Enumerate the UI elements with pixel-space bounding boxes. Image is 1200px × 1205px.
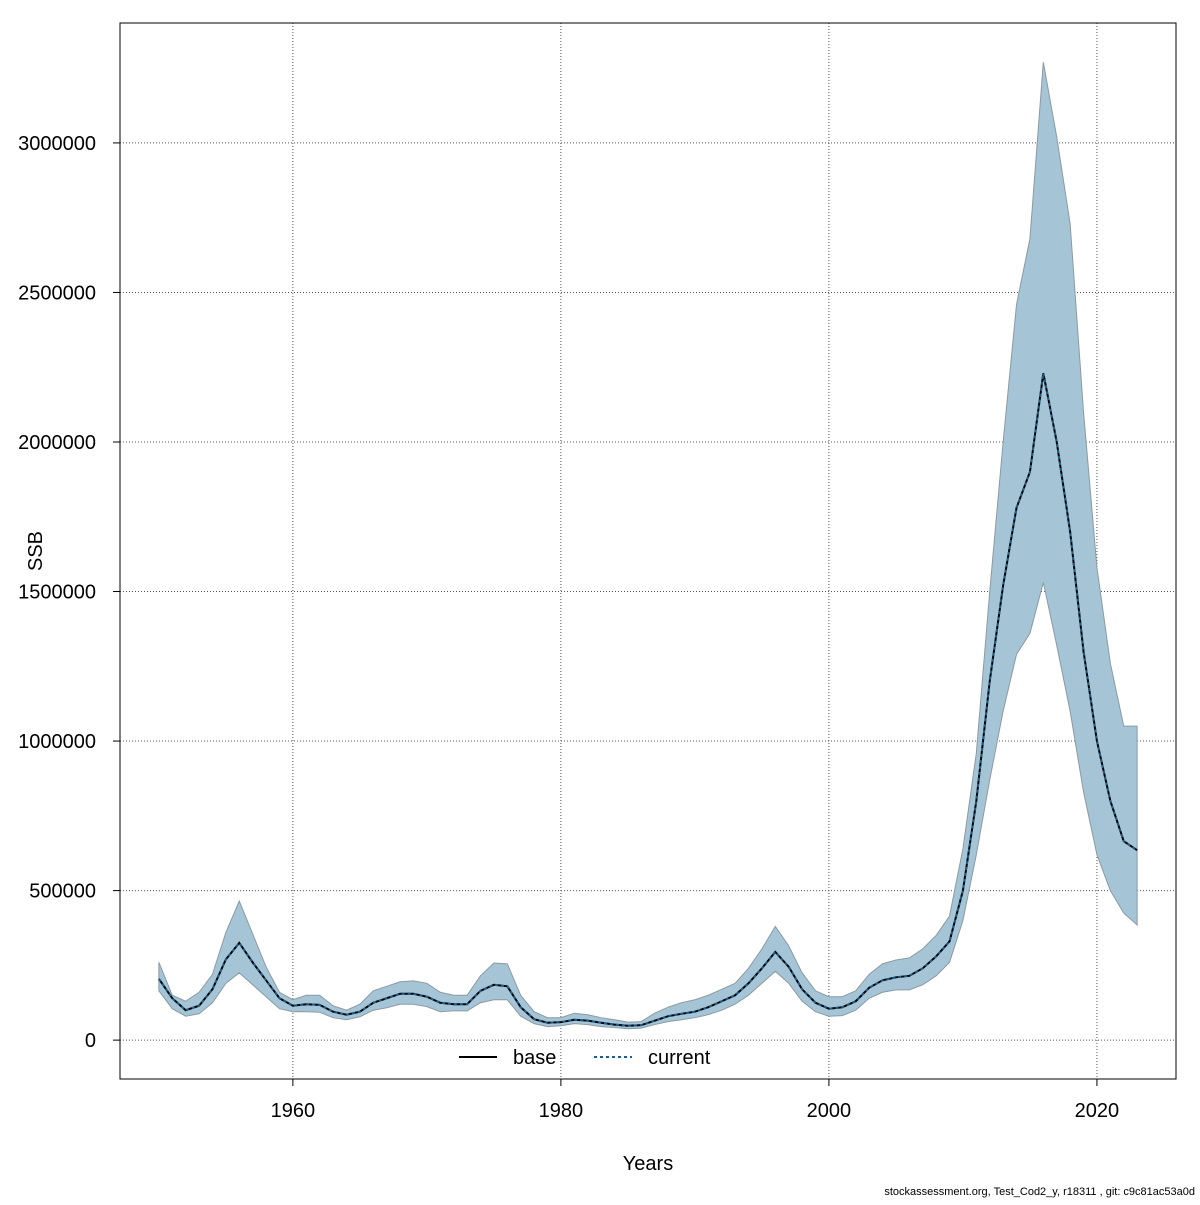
legend-label: base (513, 1047, 556, 1069)
plot-frame (119, 22, 1177, 1080)
y-tick-label: 3000000 (18, 133, 96, 155)
confidence-band (158, 62, 1138, 1030)
y-tick-label: 0 (85, 1030, 96, 1052)
y-tick-label: 1000000 (18, 731, 96, 753)
series-line (158, 373, 1138, 1027)
footer: stockassessment.org, Test_Cod2_y, r18311… (884, 1186, 1195, 1198)
x-tick-label: 1980 (539, 1100, 584, 1122)
legend-label: current (648, 1047, 711, 1069)
y-tick-label: 2000000 (18, 432, 96, 454)
x-tick-label: 2020 (1075, 1100, 1120, 1122)
y-tick-label: 1500000 (18, 582, 96, 604)
x-tick-label: 1960 (271, 1100, 316, 1122)
y-tick-label: 2500000 (18, 282, 96, 304)
x-tick-label: 2000 (807, 1100, 852, 1122)
y-axis-label: SSB (25, 531, 47, 571)
y-tick-label: 500000 (29, 881, 96, 903)
x-axis-label: Years (623, 1153, 673, 1175)
